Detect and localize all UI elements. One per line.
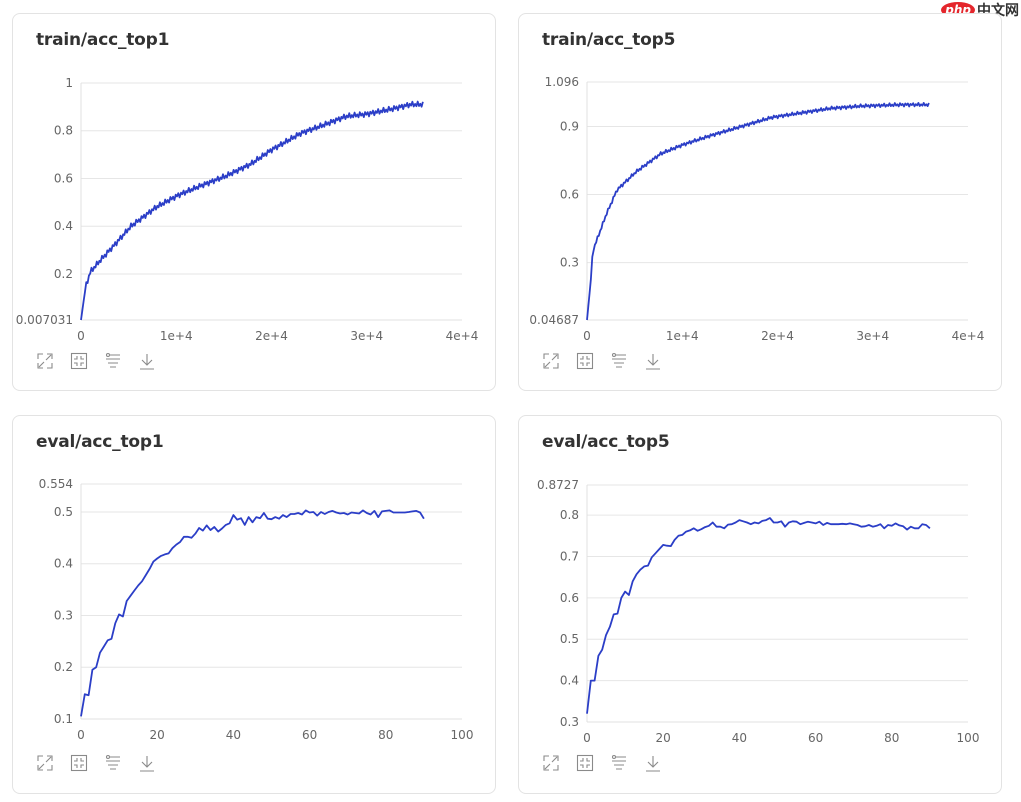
expand-icon: [543, 353, 559, 369]
x-tick-label: 100: [957, 731, 980, 745]
x-tick-label: 80: [378, 728, 393, 742]
expand-icon: [37, 353, 53, 369]
x-tick-label: 3e+4: [350, 329, 383, 343]
fit-to-screen-icon: [576, 352, 594, 370]
fit-to-screen-button[interactable]: [575, 351, 595, 371]
fit-to-screen-icon: [576, 754, 594, 772]
y-tick-label: 0.2: [54, 660, 73, 674]
chart-plot[interactable]: 0.1 0.2 0.3 0.4 0.5 0.554 0 20 40 60 80 100: [13, 416, 497, 795]
y-tick-label: 0.3: [560, 256, 579, 270]
expand-button[interactable]: [35, 351, 55, 371]
y-tick-label: 0.8: [560, 508, 579, 522]
series-line: [586, 517, 931, 714]
chart-toolbar: [541, 351, 663, 371]
download-button[interactable]: [643, 753, 663, 773]
y-tick-label: 0.5: [54, 505, 73, 519]
expand-button[interactable]: [541, 351, 561, 371]
y-tick-label: 0.1: [54, 712, 73, 726]
y-tick-label: 0.4: [54, 557, 73, 571]
chart-title: eval/acc_top5: [542, 432, 670, 452]
x-tick-label: 0: [77, 329, 85, 343]
x-tick-label: 3e+4: [856, 329, 889, 343]
x-tick-label: 4e+4: [952, 329, 985, 343]
expand-icon: [543, 755, 559, 771]
x-tick-label: 80: [884, 731, 899, 745]
chart-card-eval-top5: eval/acc_top5 0.3 0.4 0.5 0.6 0.7 0.8 0.8727 0 2…: [518, 415, 1002, 794]
fit-to-screen-button[interactable]: [575, 753, 595, 773]
filter-button[interactable]: [609, 753, 629, 773]
x-tick-label: 40: [226, 728, 241, 742]
x-tick-label: 4e+4: [446, 329, 479, 343]
x-tick-label: 0: [583, 731, 591, 745]
x-tick-label: 20: [656, 731, 671, 745]
download-button[interactable]: [643, 351, 663, 371]
fit-to-screen-button[interactable]: [69, 351, 89, 371]
x-tick-label: 60: [808, 731, 823, 745]
y-tick-label: 0.3: [54, 608, 73, 622]
x-tick-label: 60: [302, 728, 317, 742]
filter-icon: [105, 754, 120, 770]
filter-icon: [611, 352, 626, 368]
x-tick-label: 20: [150, 728, 165, 742]
chart-plot[interactable]: 0.007031 0.2 0.4 0.6 0.8 1 0 1e+4 2e+4 3e+4 4e+4: [13, 14, 497, 392]
x-tick-label: 100: [451, 728, 474, 742]
chart-card-train-top1: train/acc_top1 0.007031 0.2 0.4 0.6 0.8 1 0 1e+…: [12, 13, 496, 391]
chart-title: train/acc_top5: [542, 30, 676, 50]
chart-toolbar: [541, 753, 663, 773]
y-tick-label: 1.096: [545, 75, 579, 89]
expand-button[interactable]: [35, 753, 55, 773]
fit-to-screen-button[interactable]: [69, 753, 89, 773]
y-tick-label: 0.8: [54, 124, 73, 138]
x-tick-label: 1e+4: [666, 329, 699, 343]
filter-button[interactable]: [103, 351, 123, 371]
series-line: [80, 100, 424, 321]
download-icon: [140, 354, 154, 370]
chart-card-eval-top1: eval/acc_top1 0.1 0.2 0.3 0.4 0.5 0.554 0 20 40 6…: [12, 415, 496, 794]
y-tick-label: 0.6: [560, 591, 579, 605]
chart-toolbar: [35, 351, 157, 371]
chart-plot[interactable]: 0.3 0.4 0.5 0.6 0.7 0.8 0.8727 0 20 40 60 80 100: [519, 416, 1003, 795]
y-tick-label: 0.6: [560, 188, 579, 202]
chart-toolbar: [35, 753, 157, 773]
x-tick-label: 2e+4: [255, 329, 288, 343]
y-tick-label: 0.4: [54, 219, 73, 233]
x-tick-label: 40: [732, 731, 747, 745]
y-tick-label: 0.7: [560, 549, 579, 563]
filter-button[interactable]: [103, 753, 123, 773]
y-tick-label: 0.9: [560, 119, 579, 133]
series-line: [586, 102, 930, 321]
download-button[interactable]: [137, 753, 157, 773]
y-tick-label: 0.6: [54, 171, 73, 185]
y-tick-label: 0.554: [39, 477, 73, 491]
chart-plot[interactable]: 0.04687 0.3 0.6 0.9 1.096 0 1e+4 2e+4 3e+4 4e+4: [519, 14, 1003, 392]
y-tick-label: 0.04687: [529, 313, 579, 327]
chart-title: eval/acc_top1: [36, 432, 164, 452]
y-tick-label: 0.007031: [16, 313, 73, 327]
y-tick-label: 1: [65, 76, 73, 90]
download-icon: [140, 756, 154, 772]
y-tick-label: 0.3: [560, 715, 579, 729]
y-tick-label: 0.5: [560, 632, 579, 646]
expand-button[interactable]: [541, 753, 561, 773]
filter-icon: [611, 754, 626, 770]
x-tick-label: 0: [583, 329, 591, 343]
filter-button[interactable]: [609, 351, 629, 371]
x-tick-label: 2e+4: [761, 329, 794, 343]
fit-to-screen-icon: [70, 352, 88, 370]
series-line: [80, 509, 425, 717]
x-tick-label: 0: [77, 728, 85, 742]
fit-to-screen-icon: [70, 754, 88, 772]
chart-card-train-top5: train/acc_top5 0.04687 0.3 0.6 0.9 1.096 0 1e+…: [518, 13, 1002, 391]
download-icon: [646, 354, 660, 370]
x-tick-label: 1e+4: [160, 329, 193, 343]
chart-title: train/acc_top1: [36, 30, 170, 50]
expand-icon: [37, 755, 53, 771]
y-tick-label: 0.8727: [537, 478, 579, 492]
download-button[interactable]: [137, 351, 157, 371]
y-tick-label: 0.2: [54, 267, 73, 281]
download-icon: [646, 756, 660, 772]
y-tick-label: 0.4: [560, 674, 579, 688]
filter-icon: [105, 352, 120, 368]
